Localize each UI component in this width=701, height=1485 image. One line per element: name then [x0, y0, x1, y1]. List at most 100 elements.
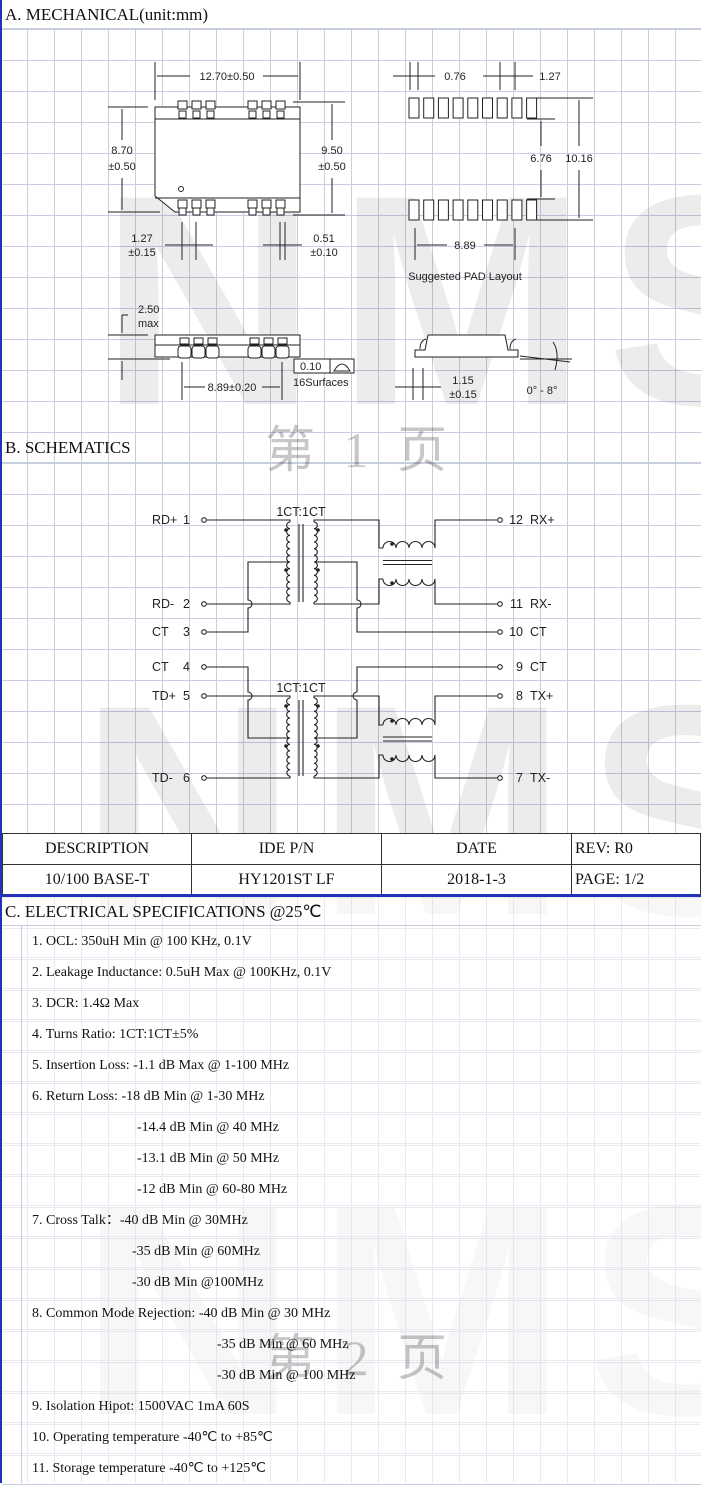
watermark-page-2: 第 2 页 — [265, 1330, 455, 1386]
lead — [263, 337, 274, 345]
spec-row: 5. Insertion Loss: -1.1 dB Max @ 1-100 M… — [2, 1050, 701, 1082]
pin-label-left: RD- — [152, 597, 174, 611]
dim-pad-length: 8.89 — [454, 240, 475, 252]
spec-row: 10. Operating temperature -40℃ to +85℃ — [2, 1422, 701, 1454]
spec-text: 7. Cross Talk：-40 dB Min @ 30MHz — [32, 1213, 248, 1228]
pad-layout — [393, 62, 593, 260]
spec-text: -35 dB Min @ 60 MHz — [217, 1337, 349, 1352]
pin-label-right: RX+ — [530, 513, 555, 527]
wire — [313, 519, 383, 549]
pin-label-right: CT — [530, 660, 547, 674]
polarity-dot — [284, 704, 288, 708]
pin-terminal — [201, 775, 207, 781]
dim-foot: 1.15 — [452, 375, 473, 387]
spec-row: -14.4 dB Min @ 40 MHz — [2, 1112, 701, 1144]
pad-layout-caption: Suggested PAD Layout — [408, 271, 522, 283]
polarity-dot — [316, 744, 320, 748]
lead — [177, 345, 192, 359]
spec-text: 4. Turns Ratio: 1CT:1CT±5% — [32, 1027, 199, 1042]
coil — [286, 521, 291, 563]
dim-pitch: 1.27 — [131, 233, 152, 245]
lead — [179, 337, 190, 345]
polarity-dot — [316, 704, 320, 708]
title-block: DESCRIPTION IDE P/N DATE REV: R0 10/100 … — [2, 833, 701, 896]
transformer-ratio-1: 1CT:1CT — [276, 505, 326, 519]
pin-number-left: 3 — [183, 625, 190, 639]
coil — [286, 697, 291, 739]
wire — [434, 579, 497, 605]
pin-number-right: 7 — [516, 771, 523, 785]
pad — [511, 97, 523, 119]
pin-terminal — [201, 664, 207, 670]
spec-text: 10. Operating temperature -40℃ to +85℃ — [32, 1430, 273, 1445]
pin-number-left: 2 — [183, 597, 190, 611]
pad — [482, 199, 493, 221]
pad — [452, 199, 464, 221]
spec-text: -12 dB Min @ 60-80 MHz — [137, 1182, 288, 1197]
dim-pitch-tol: ±0.15 — [128, 247, 155, 259]
wire — [314, 561, 497, 633]
pad — [423, 97, 435, 119]
lead — [247, 345, 262, 359]
title-block-value-row: 10/100 BASE-T HY1201ST LF 2018-1-3 PAGE:… — [2, 864, 701, 896]
pin-label-right: CT — [530, 625, 547, 639]
spec-row: 11. Storage temperature -40℃ to +125℃ — [2, 1453, 701, 1485]
coil — [313, 561, 318, 603]
dim-pad-gap: 6.76 — [530, 153, 551, 165]
wire — [313, 578, 383, 605]
spec-text: -35 dB Min @ 60MHz — [132, 1244, 261, 1259]
pad — [467, 199, 479, 221]
coil — [313, 737, 318, 777]
spec-text: -30 dB Min @ 100 MHz — [217, 1368, 356, 1383]
pin-number-left: 1 — [183, 513, 190, 527]
pin-terminal — [201, 517, 207, 523]
page-border — [0, 0, 2, 1483]
value-page: PAGE: 1/2 — [571, 864, 701, 896]
lead — [207, 337, 218, 345]
coil — [313, 521, 318, 563]
pin-label-left: RD+ — [152, 513, 177, 527]
spec-row: -12 dB Min @ 60-80 MHz — [2, 1174, 701, 1206]
spec-row: 3. DCR: 1.4Ω Max — [2, 988, 701, 1020]
pin-terminal — [497, 664, 503, 670]
spec-row: 4. Turns Ratio: 1CT:1CT±5% — [2, 1019, 701, 1051]
lead-pad — [261, 100, 272, 110]
spec-row: -35 dB Min @ 60 MHz — [2, 1329, 701, 1361]
spec-row: -30 dB Min @100MHz — [2, 1267, 701, 1299]
pad — [408, 97, 420, 119]
dim-pad-span: 10.16 — [565, 153, 593, 165]
spec-text: 5. Insertion Loss: -1.1 dB Max @ 1-100 M… — [32, 1058, 290, 1073]
transformer-ratio-2: 1CT:1CT — [276, 681, 326, 695]
lead-pad — [205, 100, 216, 110]
pin-terminal — [497, 517, 503, 523]
spec-row: 7. Cross Talk：-40 dB Min @ 30MHz — [2, 1205, 701, 1237]
spec-row: -35 dB Min @ 60MHz — [2, 1236, 701, 1268]
pin-number-right: 11 — [510, 597, 523, 611]
lead-pad — [178, 110, 187, 119]
polarity-dot — [390, 581, 394, 585]
wire — [434, 519, 497, 548]
pad — [511, 199, 523, 221]
divider-line — [2, 894, 701, 897]
wire — [207, 666, 290, 739]
header-description: DESCRIPTION — [2, 833, 192, 865]
coil — [286, 737, 291, 777]
pin-number-right: 12 — [509, 513, 523, 527]
pin-label-left: CT — [152, 660, 169, 674]
spec-row: 2. Leakage Inductance: 0.5uH Max @ 100KH… — [2, 957, 701, 989]
polarity-dot — [316, 528, 320, 532]
flatness-value: 0.10 — [300, 361, 321, 373]
lead — [275, 345, 290, 359]
top-view — [108, 62, 345, 260]
lead — [205, 345, 220, 359]
wire — [207, 519, 291, 522]
coil — [382, 717, 436, 726]
pin-label-left: CT — [152, 625, 169, 639]
value-part-number: HY1201ST LF — [191, 864, 382, 896]
section-mechanical-title: A. MECHANICAL(unit:mm) — [2, 0, 701, 29]
pin-label-left: TD- — [152, 771, 173, 785]
lead-pad — [276, 207, 285, 216]
lead-pad — [178, 207, 187, 216]
coil — [313, 697, 318, 739]
lead-pad — [206, 207, 215, 216]
